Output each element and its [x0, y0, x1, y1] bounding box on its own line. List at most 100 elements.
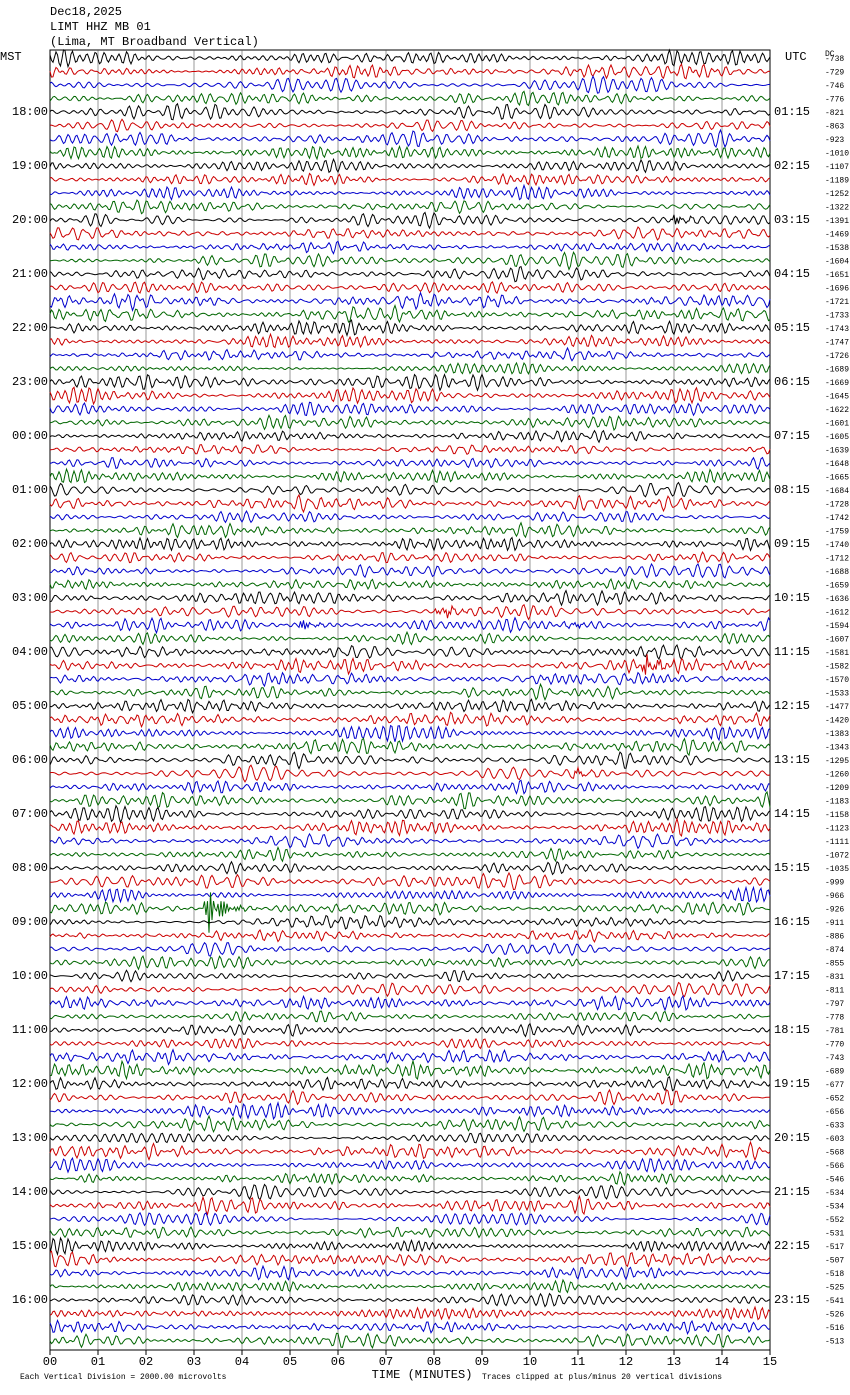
dc-offset: -1712: [825, 555, 849, 564]
trace: [49, 1236, 771, 1257]
trace: [49, 1156, 771, 1174]
trace: [49, 444, 771, 456]
trace: [49, 981, 771, 998]
dc-offset: -1759: [825, 528, 849, 537]
trace: [49, 63, 771, 80]
dc-offset: -1123: [825, 825, 849, 834]
dc-offset: -568: [825, 1149, 844, 1158]
x-tick-label: 15: [763, 1355, 777, 1369]
mst-hour-label: 06:00: [12, 753, 48, 767]
utc-hour-label: 09:15: [774, 537, 810, 551]
dc-offset: -1594: [825, 622, 849, 631]
trace: [49, 240, 771, 255]
dc-offset: -863: [825, 123, 844, 132]
trace: [49, 1048, 771, 1066]
dc-offset: -729: [825, 69, 844, 78]
dc-offset: -525: [825, 1284, 844, 1293]
utc-hour-label: 04:15: [774, 267, 810, 281]
mst-hour-label: 13:00: [12, 1131, 48, 1145]
mst-hour-label: 14:00: [12, 1185, 48, 1199]
dc-offset: -1733: [825, 312, 849, 321]
dc-offset: -1684: [825, 487, 849, 496]
trace: [49, 790, 771, 810]
dc-offset: -526: [825, 1311, 844, 1320]
dc-offset: -781: [825, 1027, 844, 1036]
dc-offset: -518: [825, 1270, 844, 1279]
dc-offset: -1072: [825, 852, 849, 861]
dc-offset: -1742: [825, 514, 849, 523]
trace: [49, 671, 771, 688]
dc-offset: -855: [825, 960, 844, 969]
dc-offset: -926: [825, 906, 844, 915]
dc-offset: -1010: [825, 150, 849, 159]
trace: [49, 969, 771, 983]
mst-hour-label: 12:00: [12, 1077, 48, 1091]
dc-offset: -778: [825, 1014, 844, 1023]
utc-hour-label: 13:15: [774, 753, 810, 767]
dc-offset: -689: [825, 1068, 844, 1077]
dc-offset: -1636: [825, 595, 849, 604]
dc-offset: -738: [825, 55, 844, 64]
x-axis-title: TIME (MINUTES): [372, 1368, 473, 1382]
mst-hour-label: 22:00: [12, 321, 48, 335]
trace: [49, 892, 771, 933]
mst-hour-label: 05:00: [12, 699, 48, 713]
dc-offset: -541: [825, 1297, 844, 1306]
dc-offset: -886: [825, 933, 844, 942]
dc-offset: -999: [825, 879, 844, 888]
dc-offset: -516: [825, 1324, 844, 1333]
trace: [49, 578, 771, 591]
trace: [49, 1278, 770, 1294]
dc-offset: -1183: [825, 798, 849, 807]
trace: [49, 955, 770, 971]
left-zone: MST: [0, 50, 22, 64]
trace: [49, 1211, 771, 1227]
trace: [49, 250, 771, 271]
trace: [49, 386, 771, 406]
trace: [50, 643, 771, 661]
mst-hour-label: 15:00: [12, 1239, 48, 1253]
dc-offset: -1260: [825, 771, 849, 780]
x-tick-label: 03: [187, 1355, 201, 1369]
mst-hour-label: 21:00: [12, 267, 48, 281]
trace: [49, 1010, 771, 1023]
dc-offset: -1648: [825, 460, 849, 469]
dc-offset: -1740: [825, 541, 849, 550]
trace: [49, 711, 771, 729]
dc-offset: -1469: [825, 231, 849, 240]
mst-hour-label: 08:00: [12, 861, 48, 875]
trace: [49, 467, 771, 484]
dc-offset: -1111: [825, 838, 849, 847]
dc-offset: -1665: [825, 474, 849, 483]
utc-hour-label: 17:15: [774, 969, 810, 983]
trace: [49, 804, 771, 824]
dc-offset: -633: [825, 1122, 844, 1131]
dc-offset: -776: [825, 96, 844, 105]
dc-offset: -534: [825, 1203, 844, 1212]
trace: [49, 226, 771, 241]
dc-offset: -831: [825, 973, 844, 982]
trace: [49, 281, 770, 295]
utc-hour-label: 11:15: [774, 645, 810, 659]
trace: [49, 1264, 771, 1281]
x-tick-label: 14: [715, 1355, 729, 1369]
dc-offset: -1688: [825, 568, 849, 577]
dc-offset: -546: [825, 1176, 844, 1185]
dc-offset: -656: [825, 1108, 844, 1117]
dc-offset: -1570: [825, 676, 849, 685]
trace: [49, 1332, 771, 1349]
trace: [49, 303, 771, 324]
trace: [49, 75, 771, 94]
trace: [49, 361, 771, 375]
dc-offset: -1581: [825, 649, 849, 658]
trace: [49, 211, 771, 230]
trace: [49, 48, 771, 69]
trace: [49, 1075, 771, 1092]
dc-offset: -1651: [825, 271, 849, 280]
dc-offset: -1622: [825, 406, 849, 415]
dc-offset: -1322: [825, 204, 849, 213]
trace: [49, 414, 771, 432]
dc-offset: -1669: [825, 379, 849, 388]
mst-hour-label: 19:00: [12, 159, 48, 173]
x-tick-label: 08: [427, 1355, 441, 1369]
